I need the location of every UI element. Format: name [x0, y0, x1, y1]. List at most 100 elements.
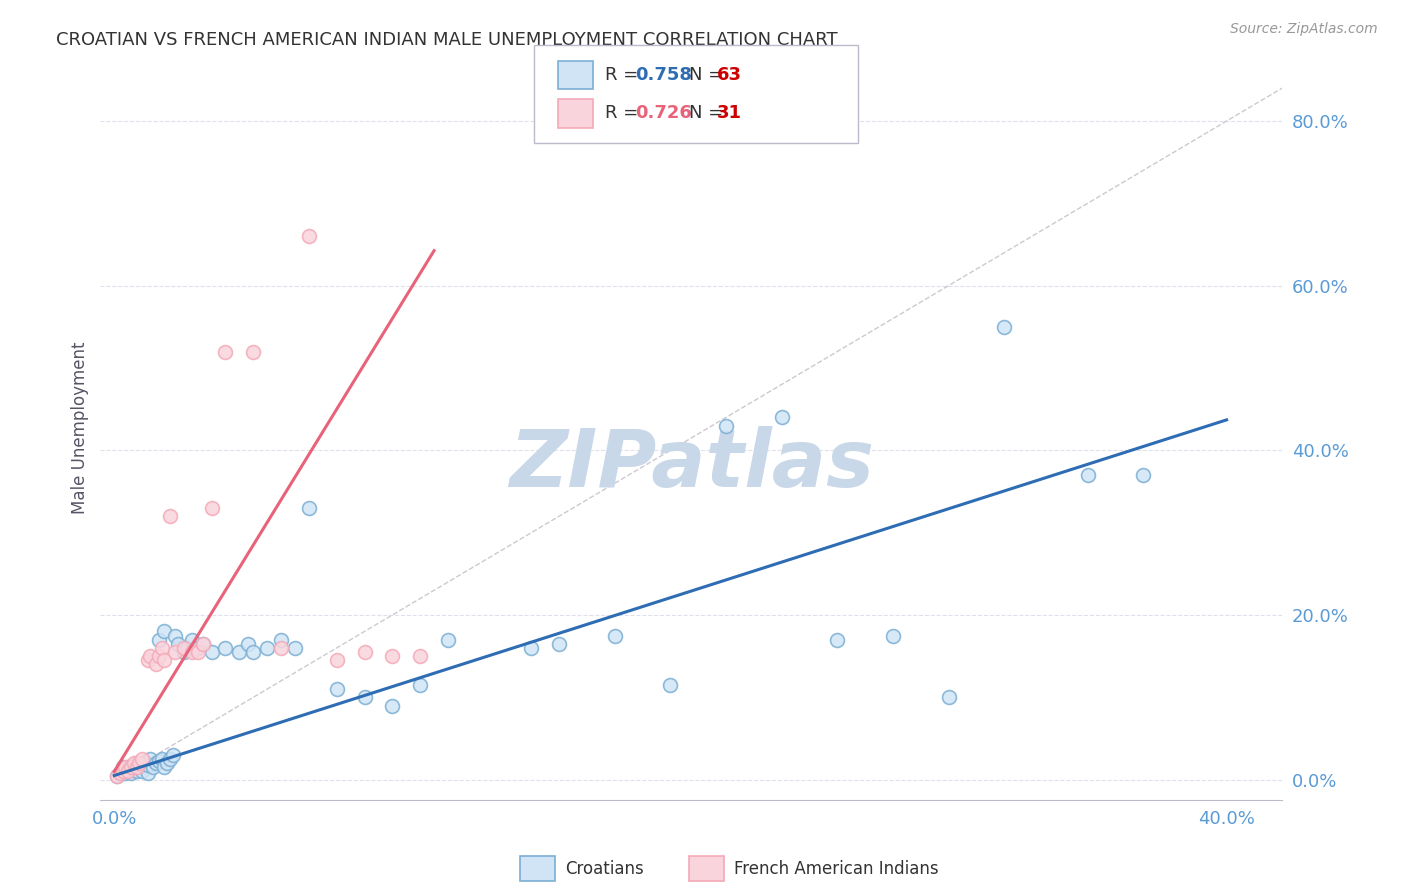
Point — [114, 766, 136, 780]
Point — [284, 640, 307, 655]
Point — [145, 657, 167, 672]
Point — [156, 756, 179, 771]
Point — [117, 760, 139, 774]
Point — [200, 500, 222, 515]
Point — [242, 645, 264, 659]
Point — [325, 653, 347, 667]
Point — [136, 653, 159, 667]
Point — [153, 760, 176, 774]
Point — [353, 690, 375, 705]
Point — [173, 645, 195, 659]
Point — [298, 500, 321, 515]
Point — [150, 640, 173, 655]
Point — [128, 760, 150, 774]
Point — [165, 645, 187, 659]
Point — [181, 632, 204, 647]
Point — [409, 678, 432, 692]
Text: Source: ZipAtlas.com: Source: ZipAtlas.com — [1230, 22, 1378, 37]
Point — [111, 764, 134, 779]
Point — [111, 760, 134, 774]
Point — [111, 764, 134, 779]
Point — [159, 509, 181, 524]
Point — [353, 645, 375, 659]
Point — [214, 344, 236, 359]
Point — [122, 756, 145, 771]
Point — [827, 632, 849, 647]
Point — [136, 757, 159, 772]
Point — [1077, 468, 1099, 483]
Text: N =: N = — [689, 66, 728, 84]
Point — [993, 319, 1015, 334]
Text: Croatians: Croatians — [565, 860, 644, 878]
Text: 0.758: 0.758 — [636, 66, 693, 84]
Point — [200, 645, 222, 659]
Point — [176, 640, 198, 655]
Point — [120, 760, 142, 774]
Point — [659, 678, 682, 692]
Point — [148, 632, 170, 647]
Point — [131, 752, 153, 766]
Point — [125, 760, 148, 774]
Point — [228, 645, 250, 659]
Text: R =: R = — [605, 66, 644, 84]
Point — [214, 640, 236, 655]
Point — [128, 756, 150, 771]
Point — [167, 637, 190, 651]
Text: French American Indians: French American Indians — [734, 860, 939, 878]
Point — [108, 766, 131, 780]
Point — [770, 410, 793, 425]
Point — [298, 229, 321, 244]
Text: R =: R = — [605, 104, 644, 122]
Point — [120, 760, 142, 774]
Point — [125, 764, 148, 779]
Point — [409, 649, 432, 664]
Point — [139, 752, 162, 766]
Point — [714, 418, 737, 433]
Point — [114, 763, 136, 777]
Point — [187, 640, 209, 655]
Point — [325, 682, 347, 697]
Point — [242, 344, 264, 359]
Text: 63: 63 — [717, 66, 742, 84]
Point — [520, 640, 543, 655]
Point — [437, 632, 460, 647]
Text: 31: 31 — [717, 104, 742, 122]
Point — [882, 629, 904, 643]
Point — [193, 637, 215, 651]
Point — [117, 764, 139, 779]
Point — [105, 768, 128, 782]
Point — [139, 649, 162, 664]
Point — [134, 755, 156, 769]
Point — [270, 632, 292, 647]
Point — [193, 637, 215, 651]
Point — [145, 756, 167, 771]
Point — [173, 640, 195, 655]
Text: ZIPatlas: ZIPatlas — [509, 426, 873, 504]
Point — [142, 760, 165, 774]
Point — [181, 645, 204, 659]
Point — [108, 766, 131, 780]
Point — [381, 649, 404, 664]
Point — [187, 645, 209, 659]
Point — [117, 764, 139, 779]
Point — [153, 624, 176, 639]
Point — [159, 752, 181, 766]
Point — [548, 637, 571, 651]
Point — [120, 766, 142, 780]
Point — [131, 764, 153, 779]
Point — [1132, 468, 1154, 483]
Point — [603, 629, 626, 643]
Point — [136, 766, 159, 780]
Point — [938, 690, 960, 705]
Text: 0.726: 0.726 — [636, 104, 692, 122]
Text: CROATIAN VS FRENCH AMERICAN INDIAN MALE UNEMPLOYMENT CORRELATION CHART: CROATIAN VS FRENCH AMERICAN INDIAN MALE … — [56, 31, 838, 49]
Point — [256, 640, 278, 655]
Point — [105, 768, 128, 782]
Point — [114, 760, 136, 774]
Point — [153, 653, 176, 667]
Point — [148, 649, 170, 664]
Point — [150, 752, 173, 766]
Point — [270, 640, 292, 655]
Point — [125, 756, 148, 771]
Text: N =: N = — [689, 104, 728, 122]
